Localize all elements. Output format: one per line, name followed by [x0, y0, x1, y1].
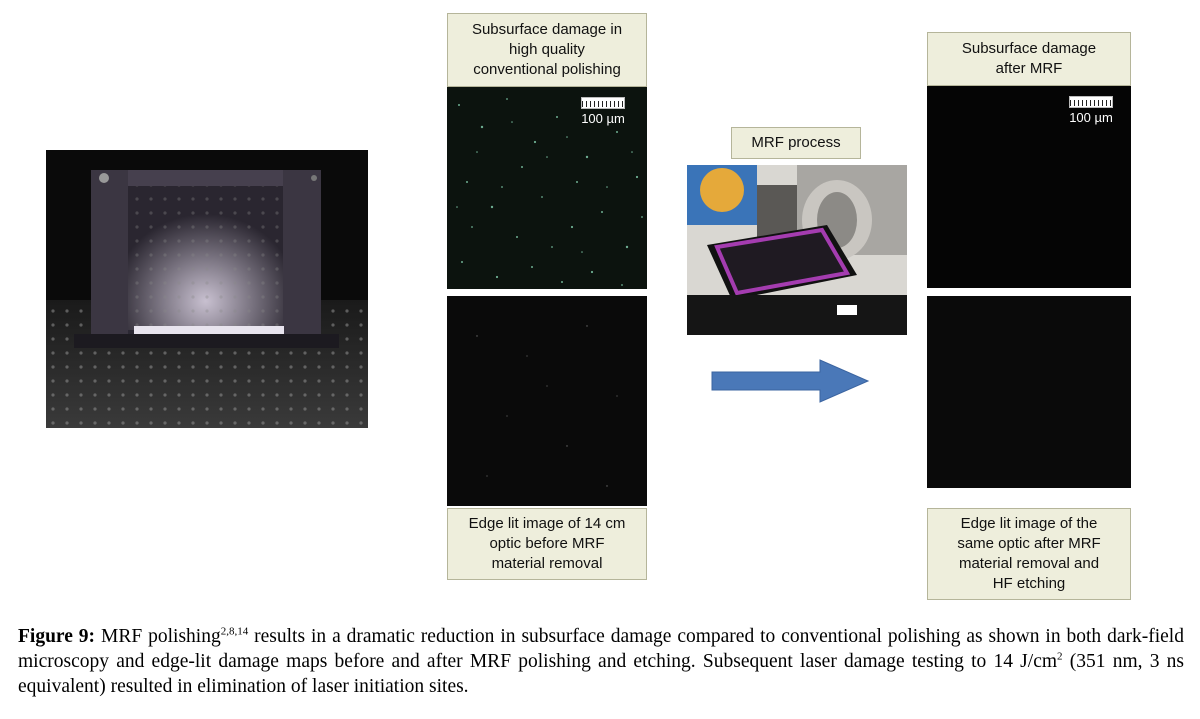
- figure-label: Figure 9:: [18, 626, 96, 647]
- caption-text-2: results in a dramatic reduction in subsu…: [18, 626, 1184, 672]
- caption-references: 2,8,14: [220, 625, 249, 638]
- caption-text-1: MRF polishing: [95, 626, 221, 647]
- label-edge-lit-before: Edge lit image of 14 cm optic before MRF…: [447, 508, 647, 580]
- scale-bar-after: 100 µm: [1069, 96, 1113, 125]
- optic-mount-photo: [46, 150, 368, 428]
- scale-bar-label: 100 µm: [581, 111, 625, 126]
- dark-field-before-image: 100 µm: [447, 87, 647, 289]
- label-mrf-process: MRF process: [731, 127, 861, 159]
- dark-field-after-image: 100 µm: [927, 86, 1131, 288]
- caption-text-3: (351 nm, 3 ns equivalent) resulted in el…: [18, 651, 1185, 697]
- edge-lit-speckle: [476, 325, 618, 487]
- right-arrow-icon: [711, 359, 870, 403]
- figure-caption: Figure 9: MRF polishing2,8,14 results in…: [18, 624, 1184, 699]
- label-after-mrf: Subsurface damage after MRF: [927, 32, 1131, 86]
- edge-lit-before-image: [447, 296, 647, 506]
- scale-bar-label: 100 µm: [1069, 110, 1113, 125]
- optic-mount-image: [46, 150, 368, 428]
- mrf-machine-image: [687, 165, 907, 335]
- mrf-machine-photo: [687, 165, 907, 335]
- label-edge-lit-after: Edge lit image of the same optic after M…: [927, 508, 1131, 600]
- scale-bar-before: 100 µm: [581, 97, 625, 126]
- edge-lit-after-image: [927, 296, 1131, 488]
- caption-superscript: 2: [1057, 650, 1063, 663]
- damage-speckle-pattern: [447, 87, 647, 289]
- scale-ruler: [581, 97, 625, 109]
- scale-ruler: [1069, 96, 1113, 108]
- label-conventional-polishing: Subsurface damage in high quality conven…: [447, 13, 647, 87]
